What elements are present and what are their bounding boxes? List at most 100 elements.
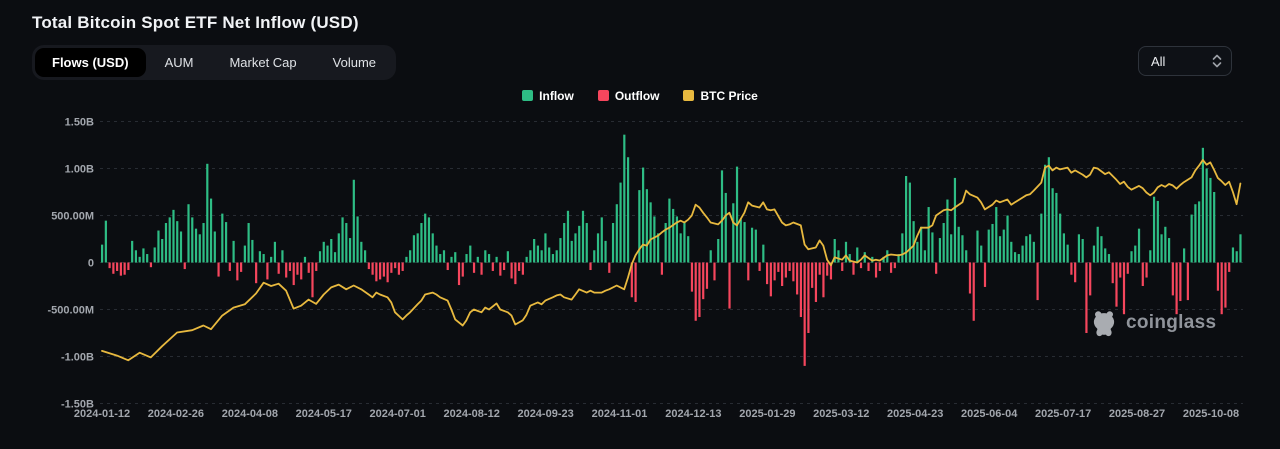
inflow-bar: [198, 234, 201, 263]
outflow-bar: [878, 262, 881, 271]
outflow-bar: [1145, 262, 1148, 278]
outflow-bar: [841, 262, 844, 271]
inflow-bar: [194, 228, 198, 263]
outflow-bar: [690, 262, 694, 292]
x-axis-tick-label: 2024-11-01: [592, 408, 648, 420]
outflow-bar: [127, 262, 130, 271]
tab-flows-usd[interactable]: Flows (USD): [35, 48, 146, 77]
tab-aum[interactable]: AUM: [164, 55, 194, 70]
tab-volume[interactable]: Volume: [332, 55, 377, 70]
inflow-bar: [544, 233, 547, 263]
inflow-bar: [1152, 196, 1156, 263]
inflow-bar: [330, 239, 333, 263]
x-axis-tick-label: 2025-04-23: [887, 408, 943, 420]
outflow-bar: [386, 262, 389, 283]
outflow-bar: [796, 262, 799, 295]
legend-item-btc-price[interactable]: BTC Price: [683, 89, 758, 103]
inflow-bar: [134, 250, 138, 263]
inflow-bar: [931, 232, 934, 263]
outflow-bar: [765, 262, 769, 285]
inflow-bar: [596, 233, 600, 263]
inflow-bar: [318, 251, 322, 263]
inflow-bar: [273, 241, 277, 263]
outflow-bar: [285, 262, 288, 278]
inflow-bar: [356, 216, 359, 263]
outflow-bar: [277, 262, 280, 274]
inflow-bar: [168, 217, 171, 263]
inflow-bar: [1104, 248, 1107, 263]
y-axis-tick-label: -1.50B: [61, 399, 94, 411]
outflow-bar: [1224, 262, 1227, 308]
inflow-bar: [1077, 234, 1081, 263]
inflow-bar: [326, 245, 329, 263]
inflow-bar: [1149, 250, 1152, 263]
outflow-bar: [826, 262, 829, 276]
inflow-bar: [337, 233, 340, 263]
outflow-bar: [371, 262, 374, 275]
inflow-bar: [213, 231, 216, 263]
inflow-bar: [844, 241, 848, 263]
inflow-bar: [837, 250, 840, 263]
inflow-bar: [626, 157, 630, 263]
legend-item-inflow[interactable]: Inflow: [522, 89, 574, 103]
inflow-bar: [1040, 213, 1043, 263]
outflow-bar: [874, 262, 878, 278]
outflow-bar: [240, 262, 243, 272]
inflow-bar: [341, 217, 344, 263]
inflow-bar: [258, 251, 261, 263]
inflow-bar: [435, 245, 438, 263]
inflow-bar: [1183, 248, 1186, 263]
tab-market-cap[interactable]: Market Cap: [229, 55, 297, 70]
outflow-bar: [811, 262, 814, 288]
chart-area: 1.50B 1.00B 500.00M 0 -500.00M -1.00B -1.50B 20…: [0, 103, 1280, 449]
outflow-bar: [935, 262, 938, 274]
inflow-bar: [1059, 213, 1062, 263]
outflow-bar: [518, 262, 521, 271]
outflow-bar: [300, 262, 303, 280]
inflow-bar: [679, 233, 682, 263]
chart-legend: Inflow Outflow BTC Price: [0, 88, 1280, 103]
inflow-bar: [976, 230, 979, 263]
inflow-bar: [412, 235, 416, 263]
x-axis-tick-label: 2025-03-12: [813, 408, 869, 420]
inflow-bar: [1209, 177, 1212, 263]
inflow-bar: [469, 245, 472, 263]
inflow-bar: [420, 223, 423, 263]
inflow-bar: [131, 240, 134, 263]
range-select[interactable]: All: [1138, 46, 1232, 76]
inflow-bar: [548, 247, 551, 263]
outflow-bar: [1089, 262, 1092, 296]
y-axis-tick-label: -1.00B: [61, 352, 94, 364]
outflow-swatch-icon: [597, 90, 609, 101]
inflow-bar: [833, 239, 836, 263]
outflow-bar: [829, 262, 833, 280]
inflow-bar: [593, 250, 596, 263]
outflow-bar: [792, 262, 795, 282]
inflow-bar: [251, 239, 254, 263]
inflow-bar: [281, 250, 284, 263]
outflow-bar: [119, 262, 122, 276]
inflow-bar: [863, 252, 866, 263]
net-inflow-chart[interactable]: 1.50B1.00B500.00M0-500.00M-1.00B-1.50B20…: [0, 103, 1280, 449]
x-axis-tick-label: 2025-01-29: [739, 408, 795, 420]
inflow-bar: [1081, 239, 1084, 263]
outflow-bar: [446, 262, 449, 271]
inflow-bar: [649, 202, 652, 263]
inflow-bar: [345, 223, 348, 263]
outflow-bar: [292, 262, 295, 286]
outflow-bar: [702, 262, 705, 300]
inflow-bar: [585, 223, 588, 263]
inflow-bar: [232, 240, 235, 263]
legend-item-outflow[interactable]: Outflow: [597, 89, 659, 103]
inflow-bar: [995, 207, 998, 263]
inflow-bar: [965, 250, 968, 263]
inflow-bar: [1066, 244, 1069, 263]
inflow-bar: [882, 256, 885, 263]
inflow-bar: [623, 134, 626, 263]
outflow-bar: [1119, 262, 1122, 278]
inflow-bar: [1231, 247, 1235, 263]
outflow-bar: [461, 262, 464, 277]
y-axis-tick-label: 1.00B: [65, 164, 94, 176]
inflow-bar: [450, 256, 453, 263]
inflow-bar: [172, 209, 175, 263]
